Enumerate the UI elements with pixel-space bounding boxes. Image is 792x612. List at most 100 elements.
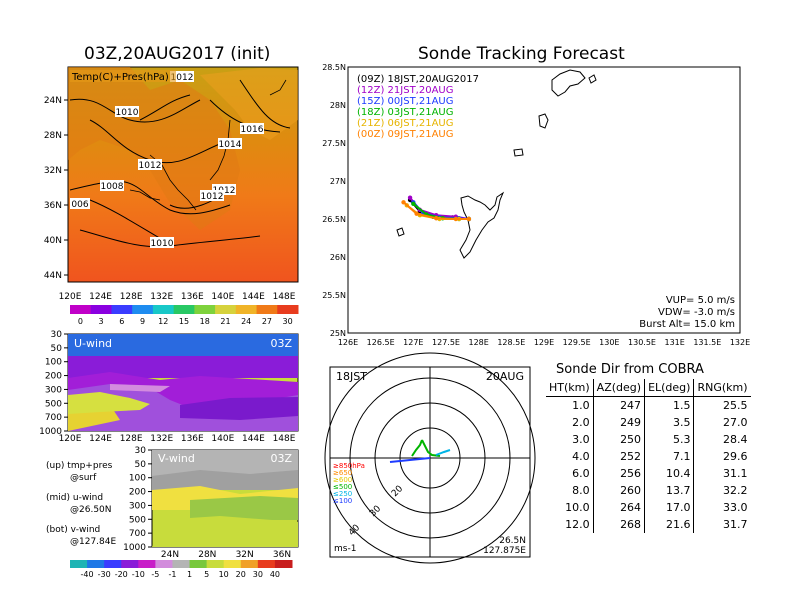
axis-tick-label: 27N [330,177,346,186]
table-cell: 10.4 [644,465,694,482]
level-legend-entry: ≤250 [333,490,352,498]
colorbar-swatch [194,305,216,314]
axis-tick-label: 25.5N [322,291,346,300]
desc-line: (up) tmp+pres [46,461,113,471]
table-row: 10.0 264 17.0 33.0 [546,499,751,516]
axis-tick-label: 24N [161,550,179,560]
axis-tick-label: 30 [51,330,63,340]
table-cell: 2.0 [572,416,590,429]
table-cell: 29.6 [693,448,751,465]
v-wind-panel: V-wind 03Z [151,449,299,548]
map-lat-axis: 44N 40N 36N 32N 28N 24N [44,96,68,281]
map-annotation: Temp(C)+Pres(hPa) [71,72,169,83]
track-point [401,200,406,205]
u-wind-lon-axis: 120E 124E 128E 132E 136E 140E 144E 148E [59,434,296,444]
table-cell: 268 [592,516,645,533]
axis-tick-label: 131E [665,338,685,347]
table-cell: 264 [592,499,645,516]
axis-tick-label: 50 [135,460,147,470]
axis-tick-label: 24N [44,96,62,106]
axis-tick-label: 136E [181,434,204,444]
track-legend-entry: (12Z) 21JST,20AUG [357,85,454,96]
table-cell: 1.0 [572,399,590,412]
table-cell: 1.5 [644,396,694,414]
desc-line: @26.50N [70,505,112,515]
level-legend-entry: ≥650 [333,469,352,477]
u-wind-level-axis: 30 50 100 200 300 500 700 1000 [39,330,68,437]
axis-tick-label: 127E [403,338,423,347]
axis-tick-label: 140E [211,434,234,444]
colorbar-label: 1 [187,570,192,579]
axis-tick-label: 700 [129,529,146,539]
colorbar-label: 20 [236,570,246,579]
colorbar-swatch [70,560,88,568]
axis-tick-label: 500 [45,399,62,409]
axis-tick-label: 1000 [123,543,146,553]
track-legend-entry: (00Z) 09JST,21AUG [357,129,454,140]
axis-tick-label: 700 [45,413,62,423]
table-cell: 10.0 [565,501,590,514]
burst-alt-param: Burst Alt= 15.0 km [639,319,735,330]
colorbar-label: 27 [262,317,272,326]
colorbar-label: 5 [204,570,209,579]
axis-tick-label: 140E [211,292,234,302]
vup-param: VUP= 5.0 m/s [666,295,735,306]
track-series-group [401,195,472,222]
desc-line: @127.84E [70,537,116,547]
polar-lat: 26.5N [499,536,526,546]
surface-map: 1012 1010 1016 1014 1012 1008 1012 1012 … [67,66,299,283]
colorbar-swatch [206,560,225,568]
table-cell: 3.5 [644,414,694,431]
axis-tick-label: 36N [273,550,291,560]
surface-chart-title: 03Z,20AUG2017 (init) [84,44,271,64]
u-wind-label: U-wind [74,337,112,350]
colorbar-label: -40 [81,570,94,579]
table-cell: 32.2 [693,482,751,499]
axis-tick-label: 28N [44,131,62,141]
col-header: HT(km) [546,379,594,397]
colorbar-label: 30 [283,317,293,326]
table-cell: 256 [592,465,645,482]
axis-tick-label: 130E [599,338,619,347]
desc-line: @surf [70,473,97,483]
colorbar-label: 18 [200,317,210,326]
temperature-colorbar: 0 3 6 9 12 15 18 21 24 27 30 [70,305,299,326]
vdw-param: VDW= -3.0 m/s [658,307,735,318]
axis-tick-label: 129E [534,338,554,347]
axis-tick-label: 144E [242,292,265,302]
colorbar-label: -1 [168,570,176,579]
desc-line: (bot) v-wind [46,525,100,535]
axis-tick-label: 128E [120,292,143,302]
axis-tick-label: 200 [129,488,146,498]
axis-tick-label: 136E [181,292,204,302]
track-point [414,211,419,216]
colorbar-swatch [257,560,276,568]
colorbar-swatch [70,305,92,314]
u-wind-panel: U-wind 03Z [67,333,299,432]
colorbar-label: 0 [78,317,83,326]
table-row: 8.0 260 13.7 32.2 [546,482,751,499]
colorbar-swatch [132,305,154,314]
colorbar-label: 24 [241,317,251,326]
colorbar-swatch [152,305,175,314]
polar-time-label: 18JST [336,370,367,383]
table-cell: 8.0 [572,484,590,497]
colorbar-label: 30 [253,570,263,579]
colorbar-label: 3 [99,317,104,326]
axis-tick-label: 148E [273,292,296,302]
axis-tick-label: 130.5E [628,338,656,347]
axis-tick-label: 300 [129,501,146,511]
sonde-dir-table: HT(km) AZ(deg) EL(deg) RNG(km) 1.0 247 1.5… [546,379,751,533]
table-cell: 250 [592,431,645,448]
axis-tick-label: 28N [330,101,346,110]
colorbar-swatch [172,560,191,568]
colorbar-swatch [215,305,237,314]
table-cell: 33.0 [693,499,751,516]
table-cell: 7.1 [644,448,694,465]
col-header: AZ(deg) [592,379,645,397]
axis-tick-label: 126E [338,338,358,347]
isobar-label: 1016 [241,125,264,135]
isobar-label: 1012 [171,73,194,83]
colorbar-swatch [277,305,299,314]
